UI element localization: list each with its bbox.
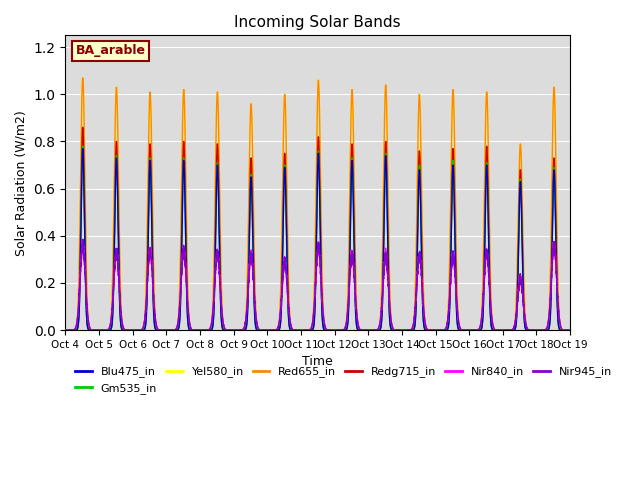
Y-axis label: Solar Radiation (W/m2): Solar Radiation (W/m2) (15, 110, 28, 256)
Text: BA_arable: BA_arable (76, 45, 145, 58)
Title: Incoming Solar Bands: Incoming Solar Bands (234, 15, 401, 30)
X-axis label: Time: Time (302, 355, 333, 369)
Legend: Blu475_in, Gm535_in, Yel580_in, Red655_in, Redg715_in, Nir840_in, Nir945_in: Blu475_in, Gm535_in, Yel580_in, Red655_i… (71, 362, 616, 398)
